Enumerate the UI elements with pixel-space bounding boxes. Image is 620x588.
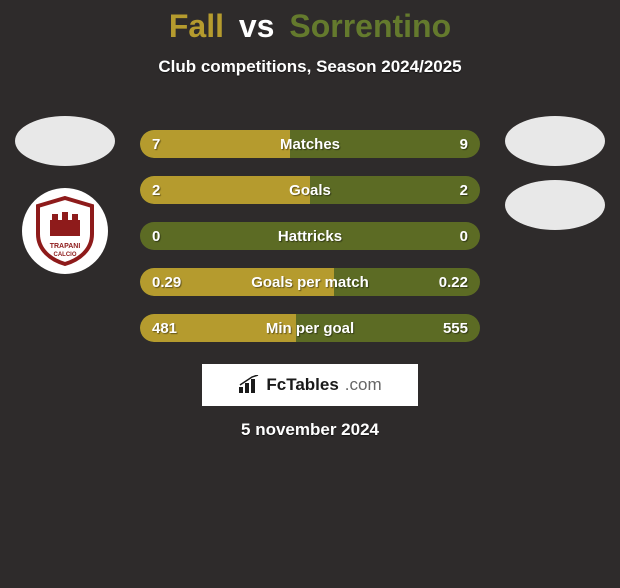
player2-name: Sorrentino: [289, 8, 451, 44]
player1-placeholder-icon: [15, 116, 115, 166]
barchart-icon: [238, 375, 260, 395]
bar-row: 481Min per goal555: [140, 314, 480, 342]
bar-left-fill: [140, 130, 290, 158]
svg-text:TRAPANI: TRAPANI: [50, 243, 81, 250]
svg-text:CALCIO: CALCIO: [54, 252, 77, 258]
brand-wrap: FcTables .com 5 november 2024: [0, 362, 620, 440]
bar-label: Hattricks: [140, 222, 480, 250]
brand-badge: FcTables .com: [202, 364, 418, 406]
left-column: TRAPANI CALCIO: [0, 116, 130, 274]
player2-placeholder-icon: [505, 116, 605, 166]
bar-right-value: 2: [460, 176, 468, 204]
page-title: Fall vs Sorrentino: [0, 8, 620, 45]
club-badge: TRAPANI CALCIO: [22, 188, 108, 274]
comparison-bars: 7Matches9 2Goals2 0Hattricks0 0.29Goals per…: [140, 130, 480, 360]
brand-tld: .com: [345, 375, 382, 395]
bar-left-fill: [140, 176, 310, 204]
bar-left-value: 0.29: [152, 268, 181, 296]
subtitle: Club competitions, Season 2024/2025: [0, 57, 620, 77]
vs-text: vs: [239, 8, 275, 44]
bar-left-value: 2: [152, 176, 160, 204]
bar-row: 7Matches9: [140, 130, 480, 158]
shield-icon: TRAPANI CALCIO: [32, 196, 98, 266]
right-column: [490, 116, 620, 230]
date-text: 5 november 2024: [0, 420, 620, 440]
bar-right-value: 0.22: [439, 268, 468, 296]
bar-row: 0.29Goals per match0.22: [140, 268, 480, 296]
bar-left-value: 481: [152, 314, 177, 342]
bar-row: 0Hattricks0: [140, 222, 480, 250]
player1-name: Fall: [169, 8, 224, 44]
bar-right-value: 555: [443, 314, 468, 342]
bar-row: 2Goals2: [140, 176, 480, 204]
bar-right-value: 0: [460, 222, 468, 250]
bar-right-value: 9: [460, 130, 468, 158]
player2-club-placeholder-icon: [505, 180, 605, 230]
bar-left-value: 7: [152, 130, 160, 158]
bar-left-value: 0: [152, 222, 160, 250]
brand-name: FcTables: [266, 375, 338, 395]
